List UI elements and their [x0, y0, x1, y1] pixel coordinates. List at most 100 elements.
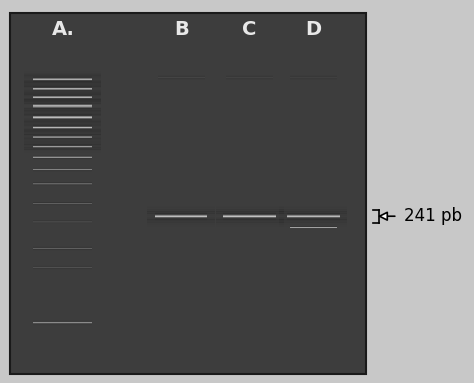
Bar — [24, 144, 101, 145]
Bar — [279, 210, 347, 211]
Bar — [24, 128, 101, 129]
Bar — [24, 98, 101, 99]
Bar — [223, 213, 276, 214]
Bar — [24, 132, 101, 133]
Bar — [287, 215, 339, 216]
Bar — [223, 213, 276, 214]
Bar — [24, 140, 101, 141]
Bar — [279, 202, 347, 203]
Bar — [24, 127, 101, 128]
Bar — [24, 118, 101, 119]
Bar — [24, 123, 101, 124]
Bar — [155, 211, 208, 212]
Bar — [24, 73, 101, 74]
Bar — [24, 72, 101, 73]
Bar — [24, 89, 101, 90]
Bar — [24, 154, 101, 155]
Bar — [24, 70, 101, 71]
Text: A.: A. — [52, 20, 74, 39]
Bar — [24, 93, 101, 94]
Bar — [24, 83, 101, 84]
Bar — [24, 105, 101, 106]
Bar — [24, 122, 101, 123]
Bar — [155, 213, 208, 214]
Bar — [24, 117, 101, 118]
Bar — [216, 210, 283, 211]
Bar — [279, 212, 347, 213]
Bar — [147, 228, 215, 229]
Bar — [279, 219, 347, 221]
Bar — [24, 109, 101, 110]
Bar — [216, 211, 283, 212]
Bar — [147, 223, 215, 224]
Bar — [279, 206, 347, 207]
Bar — [24, 91, 101, 92]
Bar — [147, 221, 215, 222]
Bar — [24, 129, 101, 130]
Bar — [287, 213, 339, 214]
Bar — [24, 86, 101, 87]
Bar — [24, 86, 101, 87]
Bar — [223, 221, 276, 222]
Bar — [24, 126, 101, 127]
Bar — [24, 82, 101, 83]
Bar — [24, 139, 101, 140]
Bar — [24, 98, 101, 99]
Bar — [147, 212, 215, 213]
Bar — [223, 215, 276, 216]
Bar — [216, 204, 283, 205]
Bar — [147, 205, 215, 206]
Bar — [216, 217, 283, 218]
Bar — [24, 71, 101, 72]
Bar — [147, 215, 215, 216]
Bar — [216, 225, 283, 226]
Bar — [24, 128, 101, 129]
Bar — [287, 218, 339, 219]
Bar — [24, 150, 101, 151]
Bar — [24, 101, 101, 102]
Bar — [24, 113, 101, 115]
Bar — [24, 143, 101, 144]
Bar — [24, 89, 101, 90]
Bar — [216, 229, 283, 230]
Text: B: B — [174, 20, 189, 39]
Bar — [155, 220, 208, 221]
Bar — [24, 73, 101, 74]
Bar — [24, 125, 101, 126]
Bar — [24, 91, 101, 92]
Bar — [24, 117, 101, 118]
Bar — [24, 141, 101, 142]
Bar — [24, 125, 101, 126]
Bar — [279, 209, 347, 210]
Bar — [24, 104, 101, 105]
Bar — [24, 81, 101, 82]
Bar — [147, 228, 215, 229]
Bar — [24, 103, 101, 104]
Bar — [223, 217, 276, 218]
Bar — [216, 206, 283, 208]
Bar — [147, 226, 215, 227]
Bar — [24, 89, 101, 90]
Bar — [24, 130, 101, 131]
Bar — [155, 218, 208, 219]
Bar — [279, 229, 347, 230]
Bar — [216, 216, 283, 217]
Bar — [147, 209, 215, 210]
Bar — [287, 211, 339, 212]
Bar — [24, 83, 101, 84]
Bar — [24, 114, 101, 115]
Bar — [147, 204, 215, 205]
Bar — [24, 131, 101, 132]
Bar — [24, 92, 101, 93]
Bar — [155, 221, 208, 222]
Bar — [223, 218, 276, 219]
Bar — [24, 134, 101, 135]
Bar — [24, 101, 101, 102]
Bar — [10, 13, 366, 374]
Bar — [24, 80, 101, 81]
Bar — [216, 228, 283, 229]
Bar — [24, 151, 101, 152]
Bar — [24, 136, 101, 137]
Bar — [24, 121, 101, 122]
Bar — [24, 74, 101, 75]
